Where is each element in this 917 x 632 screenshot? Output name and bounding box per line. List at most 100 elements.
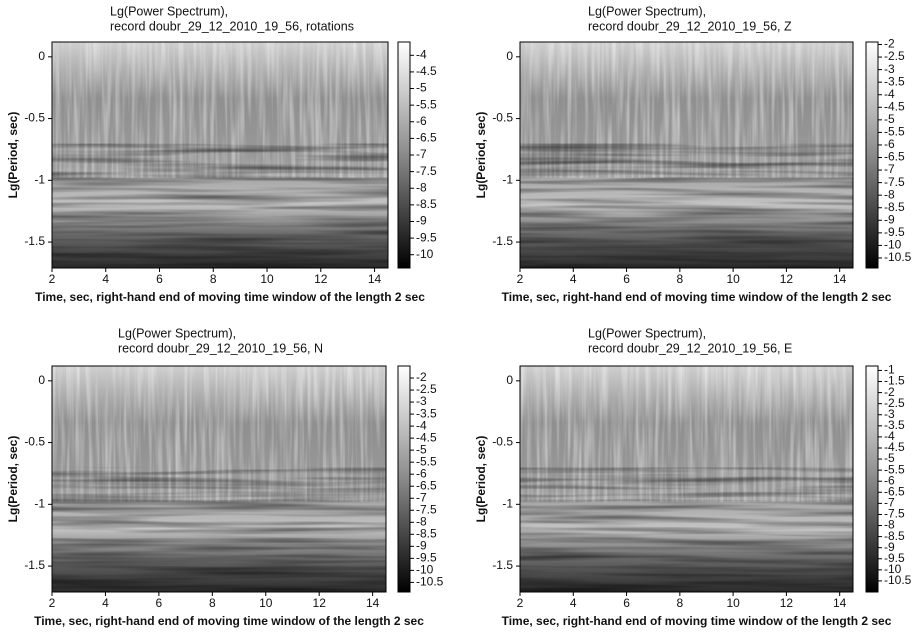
colorbar-tick-label: -7	[416, 147, 427, 161]
colorbar-tick-label: -9	[416, 538, 427, 552]
subtitle: record doubr_29_12_2010_19_56, N	[118, 341, 323, 355]
colorbar-tick-label: -7	[416, 490, 427, 504]
x-axis-label: Time, sec, right-hand end of moving time…	[34, 614, 424, 628]
x-tick-label: 12	[780, 272, 794, 286]
y-tick-label: -1.5	[492, 234, 513, 248]
colorbar-tick-label: -2.5	[884, 396, 905, 410]
colorbar-tick-label: -1	[884, 363, 895, 377]
y-tick-label: -0.5	[24, 435, 45, 449]
colorbar-tick-label: -8.5	[884, 529, 905, 543]
x-tick-label: 12	[314, 272, 328, 286]
colorbar-tick-label: -7.5	[884, 175, 905, 189]
colorbar-tick-label: -4	[416, 47, 427, 61]
colorbar-tick-label: -1.5	[884, 374, 905, 388]
colorbar-tick-label: -8.5	[416, 197, 437, 211]
colorbar-tick-label: -4.5	[416, 430, 437, 444]
chart-panel: Lg(Power Spectrum),record doubr_29_12_20…	[474, 4, 912, 304]
x-tick-label: 6	[156, 596, 163, 610]
colorbar-tick-label: -3	[884, 62, 895, 76]
colorbar-tick-label: -7.5	[416, 502, 437, 516]
y-tick-label: -1	[502, 172, 513, 186]
y-axis-label: Lg(Period, sec)	[6, 436, 20, 523]
chart-panel: Lg(Power Spectrum),record doubr_29_12_20…	[6, 4, 437, 304]
x-tick-label: 8	[210, 272, 217, 286]
colorbar-tick-label: -3	[416, 394, 427, 408]
colorbar-tick-label: -6.5	[884, 150, 905, 164]
colorbar-tick-label: -9.5	[884, 225, 905, 239]
colorbar-tick-label: -10	[884, 238, 902, 252]
chart-panel: Lg(Power Spectrum),record doubr_29_12_20…	[474, 326, 912, 628]
title: Lg(Power Spectrum),	[588, 326, 706, 340]
colorbar-tick-label: -6	[416, 466, 427, 480]
x-tick-label: 8	[209, 596, 216, 610]
colorbar-tick-label: -5.5	[884, 125, 905, 139]
x-tick-label: 8	[676, 596, 683, 610]
x-tick-label: 14	[368, 272, 382, 286]
x-tick-label: 4	[102, 272, 109, 286]
x-tick-label: 12	[780, 596, 794, 610]
title: Lg(Power Spectrum),	[118, 326, 236, 340]
y-tick-label: -0.5	[492, 435, 513, 449]
colorbar-tick-label: -5.5	[884, 462, 905, 476]
colorbar-tick-label: -8	[416, 514, 427, 528]
colorbar-tick-label: -3.5	[884, 418, 905, 432]
colorbar-tick-label: -3.5	[416, 406, 437, 420]
colorbar-tick-label: -5.5	[416, 454, 437, 468]
y-tick-label: 0	[38, 49, 45, 63]
x-tick-label: 2	[49, 272, 56, 286]
title: Lg(Power Spectrum),	[588, 4, 706, 18]
y-tick-label: -1	[34, 172, 45, 186]
colorbar-tick-label: -5.5	[416, 97, 437, 111]
colorbar-tick-label: -3.5	[884, 74, 905, 88]
x-tick-label: 10	[259, 596, 273, 610]
y-tick-label: -1.5	[24, 558, 45, 572]
colorbar-tick-label: -6	[884, 473, 895, 487]
x-tick-label: 2	[49, 596, 56, 610]
heatmap-texture	[520, 143, 853, 268]
colorbar-tick-label: -4.5	[884, 440, 905, 454]
colorbar-tick-label: -4	[884, 87, 895, 101]
colorbar-tick-label: -9.5	[416, 551, 437, 565]
colorbar-tick-label: -2	[884, 385, 895, 399]
x-tick-label: 10	[260, 272, 274, 286]
colorbar-tick-label: -6.5	[416, 478, 437, 492]
x-tick-label: 14	[833, 596, 847, 610]
colorbar-tick-label: -10.5	[884, 573, 912, 587]
colorbar-tick-label: -2	[416, 370, 427, 384]
colorbar-tick-label: -7.5	[416, 164, 437, 178]
colorbar-tick-label: -5	[416, 442, 427, 456]
y-tick-label: -1	[502, 496, 513, 510]
y-tick-label: 0	[506, 49, 513, 63]
colorbar-tick-label: -2.5	[416, 382, 437, 396]
colorbar	[397, 41, 411, 269]
colorbar-tick-label: -10	[416, 247, 434, 261]
plot-frame	[519, 41, 854, 269]
colorbar-tick-label: -10.5	[416, 575, 444, 589]
x-tick-label: 10	[726, 272, 740, 286]
x-tick-label: 2	[517, 596, 524, 610]
x-tick-label: 14	[833, 272, 847, 286]
y-tick-label: -1.5	[24, 234, 45, 248]
colorbar-tick-label: -8	[416, 180, 427, 194]
colorbar	[397, 365, 411, 593]
x-tick-label: 10	[726, 596, 740, 610]
plot-frame	[51, 365, 387, 593]
colorbar-tick-label: -9	[884, 212, 895, 226]
x-tick-label: 6	[156, 272, 163, 286]
x-tick-label: 2	[517, 272, 524, 286]
colorbar-tick-label: -3	[884, 407, 895, 421]
colorbar-tick-label: -6.5	[884, 484, 905, 498]
x-tick-label: 12	[313, 596, 327, 610]
colorbar-tick-label: -10	[416, 563, 434, 577]
heatmap-texture	[52, 467, 386, 592]
x-tick-label: 6	[623, 272, 630, 286]
x-axis-label: Time, sec, right-hand end of moving time…	[35, 290, 425, 304]
colorbar-tick-label: -9.5	[416, 230, 437, 244]
heatmap-texture	[52, 143, 388, 268]
colorbar-tick-label: -10	[884, 562, 902, 576]
y-tick-label: 0	[506, 373, 513, 387]
colorbar-tick-label: -5	[884, 112, 895, 126]
colorbar-tick-label: -6	[416, 114, 427, 128]
heatmap-texture	[520, 467, 853, 592]
